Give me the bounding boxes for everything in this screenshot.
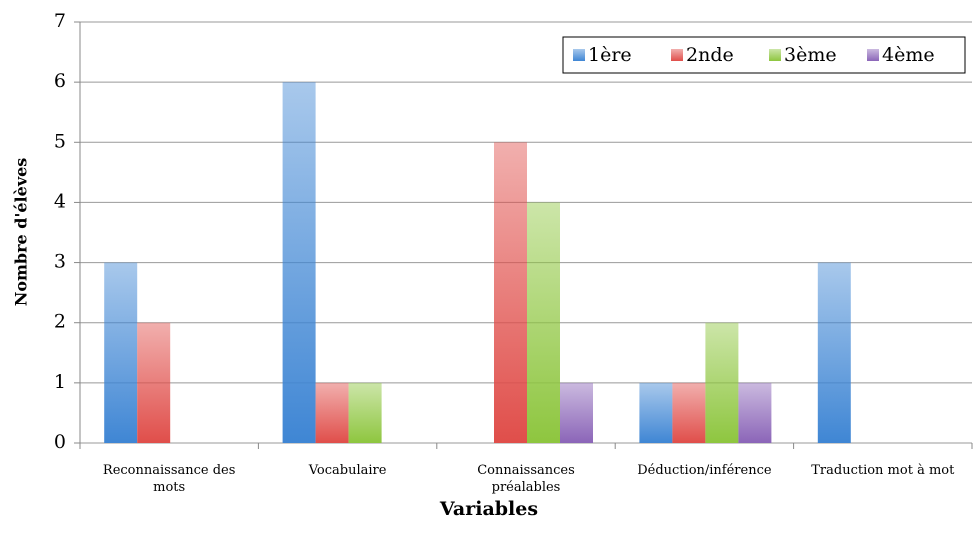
x-tick-label: Traduction mot à mot	[811, 463, 955, 478]
bar	[639, 382, 673, 443]
x-tick-label: Connaissances préalables	[477, 463, 575, 495]
bar	[527, 202, 560, 443]
bar	[104, 262, 138, 443]
y-tick-label: 7	[54, 10, 66, 32]
bar	[282, 82, 316, 444]
x-axis-title: Variables	[439, 498, 538, 520]
y-tick-label: 5	[54, 130, 66, 152]
legend-swatch	[769, 49, 781, 61]
bar	[560, 382, 593, 443]
legend-label: 2nde	[686, 44, 734, 66]
x-tick-label: Déduction/inférence	[637, 463, 772, 478]
legend-label: 4ème	[882, 44, 935, 66]
bar	[817, 262, 851, 443]
y-tick-label: 0	[54, 431, 66, 453]
y-tick-label: 3	[54, 251, 66, 273]
bar	[137, 322, 171, 443]
bar	[348, 382, 382, 443]
bar	[315, 382, 349, 443]
bar	[672, 382, 706, 443]
bar	[705, 322, 739, 443]
y-axis-title: Nombre d'élèves	[12, 158, 31, 307]
legend-label: 1ère	[588, 44, 632, 66]
y-tick-label: 1	[54, 371, 66, 393]
bar	[494, 142, 527, 444]
y-tick-label: 2	[54, 311, 66, 333]
legend-label: 3ème	[784, 44, 837, 66]
x-tick-label: Reconnaissance des mots	[102, 463, 236, 495]
legend-swatch	[671, 49, 683, 61]
legend-swatch	[573, 49, 585, 61]
legend-swatch	[867, 49, 879, 61]
y-tick-label: 4	[54, 190, 66, 212]
x-tick-label: Vocabulaire	[308, 463, 387, 478]
bar	[738, 382, 772, 443]
y-tick-label: 6	[54, 70, 66, 92]
legend-box	[562, 36, 966, 74]
